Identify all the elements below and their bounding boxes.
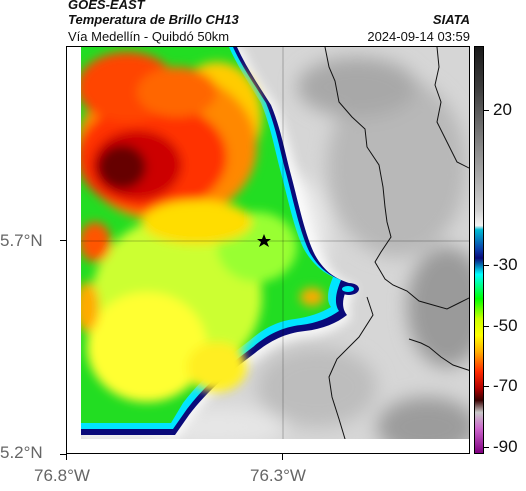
satellite-map [67,47,469,453]
colorbar-label: 20 [493,100,512,119]
colorbar-tick [484,326,489,327]
colorbar-label: -70 [493,376,518,395]
cloud-lobe-core [342,286,354,292]
no-data-band-left [67,47,81,453]
lat-tick [60,454,66,455]
lat-label: 5.2°N [0,443,43,462]
colorbar-tick [484,110,489,111]
colorbar-tick [484,265,489,266]
header-organization: SIATA [432,12,470,27]
cloud-temperature-field [75,52,324,402]
lat-label: 5.7°N [0,231,43,250]
lon-tick [282,454,283,460]
colorbar-label: -50 [493,316,518,335]
colorbar-label: -90 [493,437,518,456]
star-icon[interactable] [257,234,271,247]
temperature-colorbar [474,46,484,454]
borders [324,47,469,453]
header-title: GOES-EAST [68,0,145,12]
colorbar-tick [484,447,489,448]
lon-tick [66,454,67,460]
graticule [67,47,469,453]
colorbar-tick [484,386,489,387]
lat-tick [60,240,66,241]
map-panel[interactable] [66,46,470,454]
lon-label: 76.8°W [34,466,90,485]
no-data-band [67,439,469,453]
header-timestamp: 2024-09-14 03:59 [367,29,470,44]
lon-label: 76.3°W [250,466,306,485]
colorbar-label: -30 [493,255,518,274]
header-subtitle: Temperatura de Brillo CH13 [68,12,239,27]
header-route: Vía Medellín - Quibdó 50km [68,29,230,44]
